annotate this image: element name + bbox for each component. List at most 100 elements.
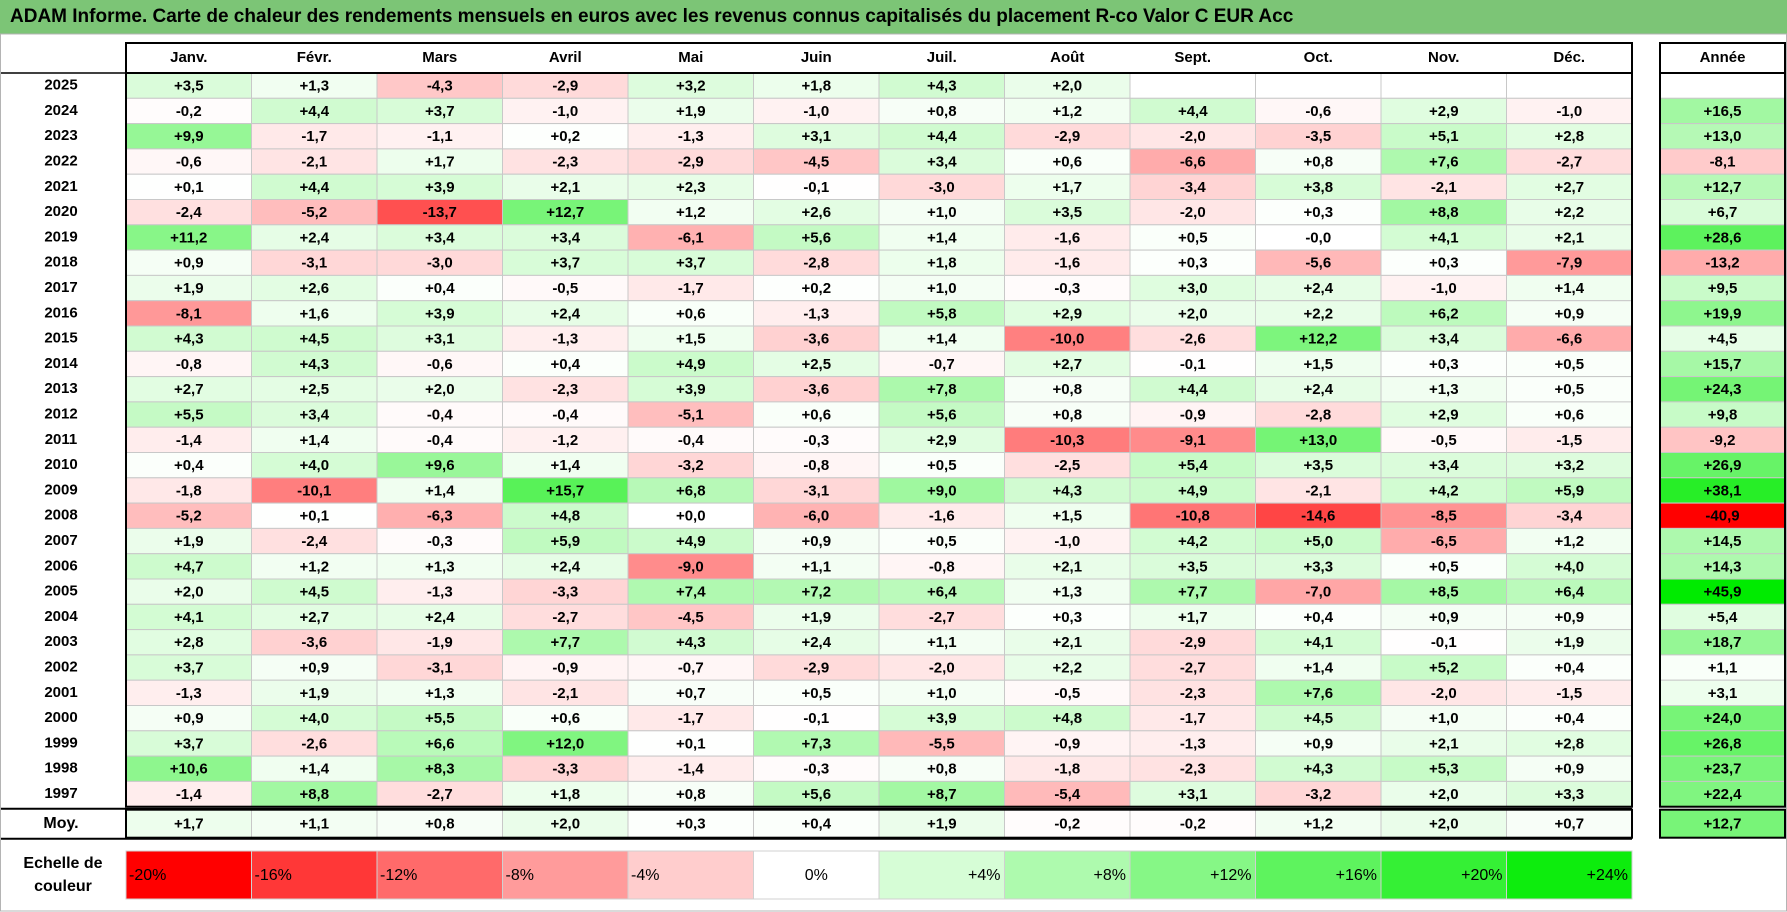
heatmap-cell — [251, 603, 378, 631]
cell-value: -0,5 — [1431, 432, 1457, 449]
cell-value: -10,3 — [1050, 432, 1084, 449]
heatmap-cell — [125, 705, 252, 732]
heatmap-cell — [627, 578, 754, 605]
cell-value: +2,4 — [801, 634, 831, 651]
month-grid-frame — [125, 72, 1633, 808]
cell-value: -3,1 — [301, 255, 327, 272]
cell-value: +5,3 — [1429, 761, 1459, 778]
heatmap-cell — [753, 477, 880, 504]
heatmap-cell — [753, 123, 880, 150]
cell-value: +1,8 — [550, 786, 580, 803]
color-scale-label: +8% — [1094, 867, 1126, 884]
cell-value: -5,2 — [176, 508, 202, 525]
cell-value: -1,4 — [176, 432, 203, 449]
cell-value: -5,2 — [301, 204, 327, 221]
annual-cell — [1659, 300, 1786, 327]
heatmap-cell — [878, 199, 1005, 226]
cell-value: +1,4 — [1303, 660, 1333, 677]
heatmap-cell — [376, 376, 503, 403]
heatmap-cell — [502, 679, 629, 707]
cell-value: +5,8 — [927, 305, 957, 322]
cell-value: +15,7 — [546, 482, 584, 499]
heatmap-cell — [1380, 654, 1507, 681]
cell-value: -1,3 — [427, 584, 453, 601]
cell-value: +1,8 — [801, 78, 831, 95]
cell-value: +1,7 — [425, 154, 455, 171]
heatmap-cell — [753, 173, 880, 200]
cell-value: +2,7 — [1554, 179, 1584, 196]
cell-value: +0,0 — [676, 508, 706, 525]
month-header-row — [125, 42, 1633, 74]
row-year-label: 2008 — [44, 507, 77, 524]
cell-value: +3,9 — [927, 710, 957, 727]
heatmap-cell — [1506, 224, 1633, 251]
heatmap-cell — [1506, 705, 1633, 732]
cell-value: -3,2 — [1305, 786, 1331, 803]
heatmap-cell — [1255, 300, 1382, 327]
annual-value: +26,8 — [1704, 735, 1742, 752]
heatmap-cell — [251, 629, 378, 656]
cell-value: -2,1 — [301, 154, 327, 171]
average-frame — [125, 808, 1633, 839]
cell-value: +5,6 — [927, 407, 957, 424]
heatmap-cell — [627, 654, 754, 681]
cell-value: -2,0 — [929, 660, 955, 677]
cell-value: -6,6 — [1556, 331, 1582, 348]
cell-value: +5,2 — [1429, 660, 1459, 677]
cell-value: +7,7 — [550, 634, 580, 651]
heatmap-cell — [627, 780, 754, 808]
heatmap-cell — [1129, 97, 1256, 125]
cell-value: -0,1 — [1180, 356, 1206, 373]
cell-value: +1,6 — [299, 305, 329, 322]
cell-value: +8,8 — [1429, 204, 1459, 221]
heatmap-cell — [878, 629, 1005, 656]
cell-value: -0,6 — [427, 356, 453, 373]
cell-value: -2,0 — [1180, 204, 1206, 221]
color-scale-label: +4% — [968, 867, 1000, 884]
heatmap-cell — [878, 350, 1005, 378]
average-cell — [251, 809, 378, 839]
heatmap-cell — [1129, 249, 1256, 276]
color-scale-swatch — [878, 850, 1005, 900]
heatmap-cell — [627, 350, 754, 378]
cell-value: +2,6 — [299, 280, 329, 297]
heatmap-cell — [1380, 780, 1507, 808]
heatmap-cell — [251, 527, 378, 555]
heatmap-cell — [1506, 426, 1633, 454]
month-header-7: Août — [1050, 49, 1084, 66]
heatmap-cell — [1255, 730, 1382, 757]
heatmap-cell — [753, 629, 880, 656]
heatmap-cell — [1004, 578, 1131, 605]
heatmap-cell — [753, 426, 880, 454]
heatmap-cell — [1129, 527, 1256, 555]
heatmap-cell — [502, 300, 629, 327]
cell-value: +2,1 — [550, 179, 580, 196]
cell-value: +2,0 — [174, 584, 204, 601]
cell-value: +3,7 — [174, 735, 204, 752]
cell-value: +4,3 — [299, 356, 329, 373]
cell-value: +13,0 — [1299, 432, 1337, 449]
heatmap-cell — [1004, 173, 1131, 200]
average-value: +1,2 — [1303, 816, 1333, 833]
cell-value: -2,3 — [552, 154, 578, 171]
annual-cell — [1659, 199, 1786, 226]
cell-value: +12,0 — [546, 735, 584, 752]
heatmap-cell — [1380, 376, 1507, 403]
annual-cell — [1659, 730, 1786, 757]
heatmap-cell — [627, 527, 754, 555]
heatmap-cell — [878, 679, 1005, 707]
cell-value: -3,2 — [678, 457, 704, 474]
color-scale-swatch — [1255, 850, 1382, 900]
cell-value: +0,5 — [927, 533, 957, 550]
cell-value: +1,0 — [927, 685, 957, 702]
cell-value: +8,8 — [299, 786, 329, 803]
annual-value: -9,2 — [1710, 432, 1736, 449]
cell-value: +1,3 — [299, 78, 329, 95]
annual-cell — [1659, 148, 1786, 175]
cell-value: -1,7 — [1180, 710, 1206, 727]
color-scale-swatch — [1004, 850, 1131, 900]
cell-value: -6,6 — [1180, 154, 1206, 171]
cell-value: +2,4 — [1303, 381, 1333, 398]
cell-value: +1,1 — [801, 558, 831, 575]
heatmap-cell — [502, 123, 629, 150]
